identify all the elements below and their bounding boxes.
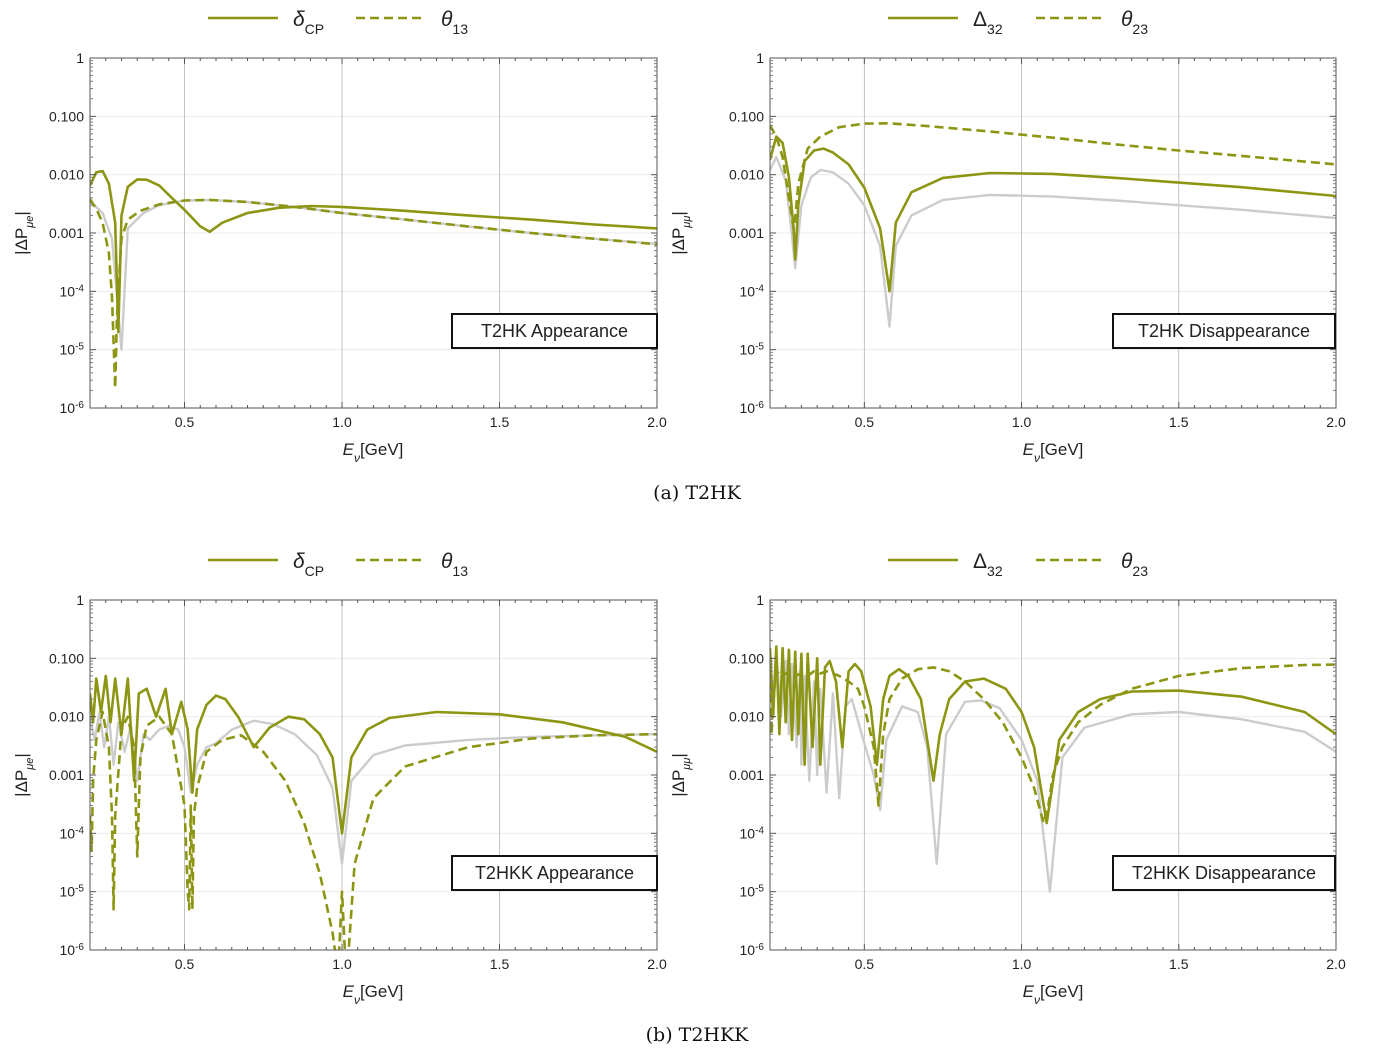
y-tick-label: 0.001 [729, 767, 764, 783]
y-axis-label: |ΔPμe| [12, 753, 36, 797]
x-axis-label: Eν[GeV] [343, 440, 404, 465]
x-tick-label: 1.0 [332, 414, 352, 430]
panel-label: T2HKK Appearance [475, 863, 634, 883]
x-tick-label: 1.0 [1012, 956, 1032, 972]
legend: δCP θ13 [208, 8, 468, 37]
legend-label: Δ32 [973, 550, 1003, 579]
solid-curve [90, 169, 657, 334]
x-tick-label: 0.5 [855, 956, 875, 972]
panel-t2hk-appearance: 10-6 10-5 10-4 0.001 0.010 0.100 1 0.5 1.0 1.5 2.0… [12, 8, 667, 465]
y-tick-label: 10-6 [60, 400, 85, 417]
y-axis-label: |ΔPμe| [12, 211, 36, 255]
x-tick-label: 2.0 [1326, 956, 1346, 972]
caption-b: (b) T2HKK [646, 1024, 750, 1046]
panel-label-box [1112, 855, 1336, 891]
legend-label: θ13 [441, 8, 468, 37]
y-tick-label: 10-6 [740, 400, 765, 417]
y-tick-label: 0.010 [729, 167, 764, 183]
y-tick-label: 10-5 [740, 341, 765, 358]
legend: δCP θ13 [208, 550, 468, 579]
panel-label-box [451, 855, 658, 891]
x-axis-label: Eν[GeV] [1023, 440, 1084, 465]
x-tick-label: 1.5 [490, 414, 510, 430]
y-tick-label: 0.010 [49, 167, 84, 183]
y-tick-label: 0.001 [729, 225, 764, 241]
y-tick-label: 0.001 [49, 767, 84, 783]
y-tick-label: 1 [756, 592, 764, 608]
y-tick-label: 0.100 [49, 108, 84, 124]
x-tick-label: 2.0 [1326, 414, 1346, 430]
y-tick-label: 1 [76, 592, 84, 608]
y-tick-label: 10-5 [60, 883, 85, 900]
reference-curve [770, 155, 1336, 328]
panel-label-box [451, 313, 658, 349]
y-tick-label: 10-4 [60, 825, 85, 842]
legend: Δ32 θ23 [888, 550, 1148, 579]
caption-a: (a) T2HK [653, 482, 742, 504]
dashed-curve [770, 122, 1336, 230]
y-tick-label: 10-4 [740, 825, 765, 842]
y-tick-label: 10-4 [60, 283, 85, 300]
y-tick-label: 0.001 [49, 225, 84, 241]
panel-label: T2HK Disappearance [1138, 321, 1310, 341]
x-tick-label: 1.0 [332, 956, 352, 972]
dashed-curve [90, 710, 657, 950]
y-tick-label: 1 [756, 50, 764, 66]
x-axis-label: Eν[GeV] [1023, 982, 1084, 1007]
y-tick-label: 10-6 [740, 942, 765, 959]
legend: Δ32 θ23 [888, 8, 1148, 37]
reference-curve [90, 710, 657, 865]
panel-t2hkk-appearance: 10-6 10-5 10-4 0.001 0.010 0.100 1 0.5 1.0 1.5 2.0… [12, 550, 667, 1007]
y-tick-label: 0.100 [49, 650, 84, 666]
y-tick-label: 0.010 [49, 709, 84, 725]
legend-label: δCP [293, 550, 324, 579]
legend-label: θ23 [1121, 8, 1148, 37]
reference-curve [770, 652, 1336, 893]
y-tick-label: 10-6 [60, 942, 85, 959]
legend-label: Δ32 [973, 8, 1003, 37]
dashed-curve [770, 651, 1336, 825]
x-tick-label: 0.5 [175, 956, 195, 972]
y-tick-label: 0.010 [729, 709, 764, 725]
legend-label: θ13 [441, 550, 468, 579]
y-axis-label: |ΔPμμ| [669, 211, 693, 255]
x-tick-label: 1.0 [1012, 414, 1032, 430]
x-tick-label: 1.5 [1169, 414, 1189, 430]
panel-label: T2HK Appearance [481, 321, 628, 341]
series-group [770, 645, 1336, 893]
y-axis-label: |ΔPμμ| [669, 753, 693, 797]
x-axis-label: Eν[GeV] [343, 982, 404, 1007]
solid-curve [90, 674, 657, 835]
panel-label: T2HKK Disappearance [1132, 863, 1316, 883]
x-tick-label: 0.5 [175, 414, 195, 430]
y-tick-label: 10-4 [740, 283, 765, 300]
x-tick-label: 0.5 [855, 414, 875, 430]
panel-label-box [1112, 313, 1336, 349]
legend-label: θ23 [1121, 550, 1148, 579]
y-tick-label: 0.100 [729, 108, 764, 124]
x-tick-label: 2.0 [647, 414, 667, 430]
series-group [90, 169, 657, 390]
series-group [90, 674, 657, 950]
x-tick-label: 1.5 [1169, 956, 1189, 972]
legend-label: δCP [293, 8, 324, 37]
x-tick-label: 1.5 [490, 956, 510, 972]
series-group [770, 122, 1336, 328]
y-tick-label: 0.100 [729, 650, 764, 666]
panel-t2hk-disappearance: 10-6 10-5 10-4 0.001 0.010 0.100 1 0.5 1.0 1.5 2.0… [669, 8, 1346, 465]
y-tick-label: 1 [76, 50, 84, 66]
panel-t2hkk-disappearance: 10-6 10-5 10-4 0.001 0.010 0.100 1 0.5 1.0 1.5 2.0… [669, 550, 1346, 1007]
solid-curve [770, 135, 1336, 293]
dashed-curve [90, 198, 657, 390]
solid-curve [770, 645, 1336, 825]
x-tick-label: 2.0 [647, 956, 667, 972]
y-tick-label: 10-5 [60, 341, 85, 358]
y-tick-label: 10-5 [740, 883, 765, 900]
